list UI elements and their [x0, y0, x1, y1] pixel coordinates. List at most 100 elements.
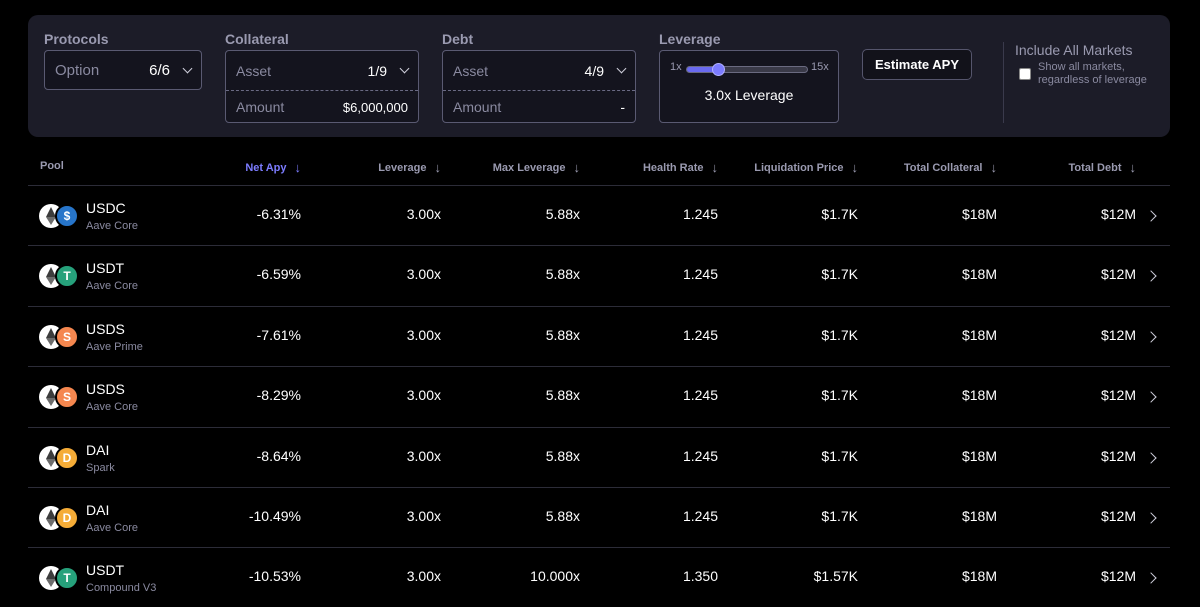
cell-total-debt: $12M — [1100, 206, 1136, 222]
cell-max-leverage: 5.88x — [545, 447, 580, 464]
sort-arrow-icon[interactable]: ↓ — [711, 160, 719, 175]
column-header-label: Leverage — [378, 161, 427, 174]
protocols-value: 6/6 — [149, 61, 170, 79]
table-row[interactable]: $ USDC Aave Core -6.31% 3.00x 5.88x 1.245 $1.7K… — [28, 185, 1170, 245]
cell-leverage: 3.00x — [406, 387, 441, 404]
protocols-label: Protocols — [44, 31, 109, 47]
table-row[interactable]: T USDT Aave Core -6.59% 3.00x 5.88x 1.245 $1.7K… — [28, 245, 1170, 305]
cell-total-debt: $12M — [1100, 266, 1136, 283]
cell-max-leverage: 5.88x — [545, 266, 580, 283]
cell-net-apy: -10.53% — [248, 568, 301, 585]
chevron-down-icon — [182, 63, 193, 73]
collateral-amount-input[interactable]: Amount $6,000,000 — [226, 91, 418, 123]
column-header-total-debt[interactable]: Total Debt ↓ — [1069, 160, 1136, 175]
pool-token-icons: S — [39, 385, 79, 410]
leverage-slider-thumb[interactable] — [712, 63, 726, 76]
pool-token-icons: $ — [39, 204, 79, 228]
collateral-asset-select[interactable]: Asset 1/9 — [226, 51, 418, 90]
pool-token-icons: D — [39, 445, 79, 470]
column-header-label: Total Collateral — [903, 161, 983, 174]
chevron-down-icon — [616, 63, 627, 74]
column-header-label: Health Rate — [642, 161, 704, 174]
cell-liq-price: $1.7K — [821, 507, 858, 524]
pool-protocol-name: Aave Core — [86, 220, 138, 232]
debt-amount-input[interactable]: Amount - — [443, 91, 635, 123]
cell-total-debt: $12M — [1100, 507, 1136, 524]
chevron-right-icon[interactable] — [1145, 512, 1157, 524]
chevron-right-icon[interactable] — [1145, 270, 1157, 283]
chevron-right-icon[interactable] — [1145, 210, 1157, 222]
cell-max-leverage: 10.000x — [530, 568, 580, 585]
pool-protocol-name: Aave Core — [86, 280, 138, 293]
cell-liq-price: $1.57K — [813, 568, 858, 585]
table-row[interactable]: T USDT Compound V3 -10.53% 3.00x 10.000x 1.350… — [28, 547, 1170, 607]
include-all-markets-checkbox[interactable] — [1019, 68, 1031, 80]
estimate-apy-button[interactable]: Estimate APY — [862, 49, 972, 80]
cell-net-apy: -6.59% — [256, 266, 301, 283]
pool-protocol-name: Compound V3 — [86, 582, 157, 595]
table-row[interactable]: S USDS Aave Prime -7.61% 3.00x 5.88x 1.245 $1.7… — [28, 305, 1170, 366]
usdt-icon: T — [55, 566, 79, 591]
cell-liq-price: $1.7K — [821, 447, 858, 464]
debt-amount-value: - — [620, 99, 625, 115]
chevron-right-icon[interactable] — [1145, 451, 1157, 464]
pool-protocol-name: Spark — [86, 461, 115, 474]
column-header-liq-price[interactable]: Liquidation Price ↓ — [754, 160, 858, 175]
protocols-select[interactable]: Option 6/6 — [44, 50, 202, 90]
cell-leverage: 3.00x — [406, 326, 441, 343]
cell-total-collateral: $18M — [961, 387, 997, 404]
leverage-label: Leverage — [659, 31, 721, 47]
cell-health-rate: 1.245 — [682, 387, 718, 404]
sort-arrow-icon[interactable]: ↓ — [990, 160, 998, 175]
pool-protocol-name: Aave Core — [86, 521, 138, 534]
cell-total-collateral: $18M — [961, 206, 997, 222]
pool-token-name: USDS — [86, 381, 125, 398]
table-row[interactable]: D DAI Spark -8.64% 3.00x 5.88x 1.245 $1.7K $18M $… — [28, 426, 1170, 487]
column-header-pool: Pool — [40, 160, 64, 172]
cell-leverage: 3.00x — [406, 507, 441, 524]
sort-arrow-icon[interactable]: ↓ — [294, 160, 302, 175]
cell-total-collateral: $18M — [961, 507, 997, 524]
divider — [226, 90, 418, 91]
collateral-amount-value: $6,000,000 — [342, 99, 408, 115]
sort-arrow-icon[interactable]: ↓ — [573, 160, 581, 175]
pool-table: $ USDC Aave Core -6.31% 3.00x 5.88x 1.245 $1.7K… — [28, 185, 1170, 607]
collateral-amount-placeholder: Amount — [236, 99, 285, 115]
sort-arrow-icon[interactable]: ↓ — [1129, 160, 1137, 175]
debt-asset-select[interactable]: Asset 4/9 — [443, 51, 635, 90]
cell-total-debt: $12M — [1100, 568, 1136, 585]
cell-health-rate: 1.245 — [682, 266, 718, 283]
cell-total-collateral: $18M — [961, 568, 997, 585]
debt-box: Asset 4/9 Amount - — [442, 50, 636, 123]
chevron-right-icon[interactable] — [1145, 572, 1157, 585]
pool-token-name: USDT — [86, 562, 125, 579]
collateral-box: Asset 1/9 Amount $6,000,000 — [225, 50, 419, 123]
divider — [1003, 42, 1004, 123]
cell-health-rate: 1.245 — [682, 507, 718, 524]
cell-total-debt: $12M — [1100, 447, 1136, 464]
column-header-net-apy[interactable]: Net Apy ↓ — [245, 160, 301, 175]
protocols-placeholder: Option — [55, 61, 100, 79]
cell-total-collateral: $18M — [961, 326, 997, 343]
column-header-label: Total Debt — [1068, 161, 1122, 174]
column-header-max-leverage[interactable]: Max Leverage ↓ — [493, 160, 580, 175]
pool-token-icons: D — [39, 505, 79, 530]
chevron-right-icon[interactable] — [1145, 331, 1157, 343]
chevron-right-icon[interactable] — [1145, 391, 1157, 403]
table-row[interactable]: D DAI Aave Core -10.49% 3.00x 5.88x 1.245 $1.7K… — [28, 486, 1170, 547]
leverage-slider[interactable] — [686, 63, 808, 76]
debt-amount-placeholder: Amount — [453, 99, 502, 115]
pool-token-icons: S — [39, 324, 79, 349]
table-row[interactable]: S USDS Aave Core -8.29% 3.00x 5.88x 1.245 $1.7K… — [28, 366, 1170, 426]
sort-arrow-icon[interactable]: ↓ — [434, 160, 442, 175]
column-header-total-collateral[interactable]: Total Collateral ↓ — [904, 160, 997, 175]
pool-protocol-name: Aave Prime — [86, 340, 143, 353]
sort-arrow-icon[interactable]: ↓ — [851, 160, 859, 175]
debt-asset-placeholder: Asset — [453, 62, 489, 79]
column-header-leverage[interactable]: Leverage ↓ — [378, 160, 441, 175]
cell-net-apy: -8.64% — [256, 447, 301, 464]
cell-net-apy: -10.49% — [248, 507, 301, 524]
cell-leverage: 3.00x — [406, 447, 441, 464]
column-header-health-rate[interactable]: Health Rate ↓ — [643, 160, 718, 175]
cell-max-leverage: 5.88x — [545, 206, 580, 222]
